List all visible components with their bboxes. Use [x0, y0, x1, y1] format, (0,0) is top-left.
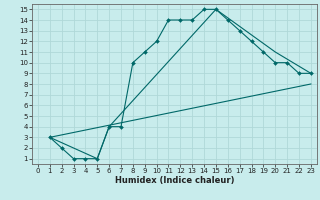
X-axis label: Humidex (Indice chaleur): Humidex (Indice chaleur): [115, 176, 234, 185]
